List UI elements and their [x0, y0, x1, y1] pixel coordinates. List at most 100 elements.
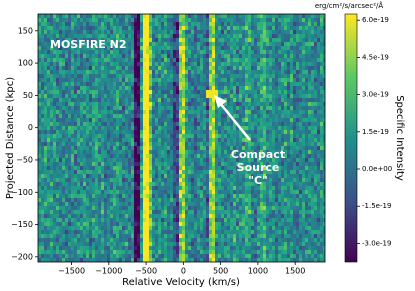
heat-cell — [155, 246, 158, 250]
heat-cell — [266, 214, 269, 218]
heat-cell — [62, 162, 65, 166]
heat-cell — [242, 114, 245, 118]
heat-cell — [101, 150, 104, 154]
heat-cell — [140, 26, 143, 30]
heat-cell — [152, 174, 155, 178]
heat-cell — [218, 222, 221, 226]
heat-cell — [155, 190, 158, 194]
heat-cell — [224, 18, 227, 22]
heat-cell — [158, 86, 161, 90]
heat-cell — [254, 82, 257, 86]
heat-cell — [131, 94, 134, 98]
heat-cell — [131, 22, 134, 26]
heat-cell — [107, 82, 110, 86]
heat-cell — [113, 82, 116, 86]
heat-cell — [143, 78, 146, 82]
heat-cell — [164, 206, 167, 210]
heat-cell — [116, 194, 119, 198]
heat-cell — [155, 174, 158, 178]
heat-cell — [173, 194, 176, 198]
heat-cell — [143, 234, 146, 238]
heat-cell — [95, 110, 98, 114]
heat-cell — [59, 66, 62, 70]
heat-cell — [200, 234, 203, 238]
heat-cell — [191, 146, 194, 150]
heat-cell — [224, 214, 227, 218]
heat-cell — [233, 18, 236, 22]
heat-cell — [128, 86, 131, 90]
heat-cell — [197, 58, 200, 62]
heat-cell — [143, 50, 146, 54]
heat-cell — [242, 190, 245, 194]
heat-cell — [233, 30, 236, 34]
heat-cell — [212, 138, 215, 142]
heat-cell — [101, 250, 104, 254]
heat-cell — [212, 198, 215, 202]
heat-cell — [278, 126, 281, 130]
heat-cell — [215, 110, 218, 114]
heat-cell — [92, 154, 95, 158]
heat-cell — [122, 102, 125, 106]
heat-cell — [275, 198, 278, 202]
heat-cell — [224, 122, 227, 126]
heat-cell — [107, 150, 110, 154]
heat-cell — [50, 230, 53, 234]
heat-cell — [215, 66, 218, 70]
heat-cell — [269, 194, 272, 198]
heat-cell — [47, 102, 50, 106]
heat-cell — [164, 58, 167, 62]
heat-cell — [98, 170, 101, 174]
heat-cell — [137, 218, 140, 222]
heat-cell — [218, 186, 221, 190]
heat-cell — [38, 146, 41, 150]
heat-cell — [89, 30, 92, 34]
heat-cell — [59, 234, 62, 238]
heat-cell — [179, 122, 182, 126]
heat-cell — [146, 46, 149, 50]
heat-cell — [167, 166, 170, 170]
heat-cell — [206, 46, 209, 50]
heat-cell — [86, 90, 89, 94]
heat-cell — [161, 170, 164, 174]
heat-cell — [263, 106, 266, 110]
heat-cell — [71, 58, 74, 62]
heat-cell — [218, 34, 221, 38]
heat-cell — [257, 230, 260, 234]
heat-cell — [260, 210, 263, 214]
heat-cell — [110, 190, 113, 194]
heat-cell — [104, 114, 107, 118]
heat-cell — [110, 134, 113, 138]
heat-cell — [218, 50, 221, 54]
heat-cell — [179, 186, 182, 190]
heat-cell — [185, 182, 188, 186]
heat-cell — [74, 138, 77, 142]
heat-cell — [128, 142, 131, 146]
heat-cell — [146, 158, 149, 162]
heat-cell — [38, 122, 41, 126]
heat-cell — [125, 182, 128, 186]
heat-cell — [140, 102, 143, 106]
heat-cell — [224, 74, 227, 78]
heat-cell — [92, 110, 95, 114]
heat-cell — [218, 18, 221, 22]
heat-cell — [233, 254, 236, 258]
heat-cell — [188, 94, 191, 98]
heat-cell — [161, 54, 164, 58]
heat-cell — [116, 106, 119, 110]
heat-cell — [143, 42, 146, 46]
heat-cell — [56, 254, 59, 258]
heat-cell — [272, 54, 275, 58]
heat-cell — [83, 202, 86, 206]
heat-cell — [266, 206, 269, 210]
heat-cell — [206, 226, 209, 230]
heat-cell — [44, 38, 47, 42]
heat-cell — [62, 174, 65, 178]
heat-cell — [104, 178, 107, 182]
heat-cell — [149, 134, 152, 138]
heat-cell — [194, 206, 197, 210]
heat-cell — [62, 226, 65, 230]
heat-cell — [107, 70, 110, 74]
heat-cell — [203, 142, 206, 146]
heat-cell — [257, 34, 260, 38]
heat-cell — [248, 234, 251, 238]
